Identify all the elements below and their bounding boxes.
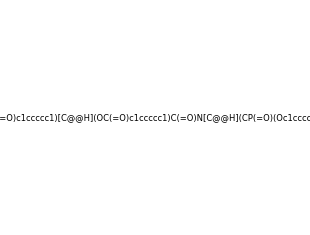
- Text: OC(=O)[C@@H](OC(=O)c1ccccc1)[C@@H](OC(=O)c1ccccc1)C(=O)N[C@@H](CP(=O)(Oc1ccccc1): OC(=O)[C@@H](OC(=O)c1ccccc1)[C@@H](OC(=O…: [0, 113, 310, 122]
